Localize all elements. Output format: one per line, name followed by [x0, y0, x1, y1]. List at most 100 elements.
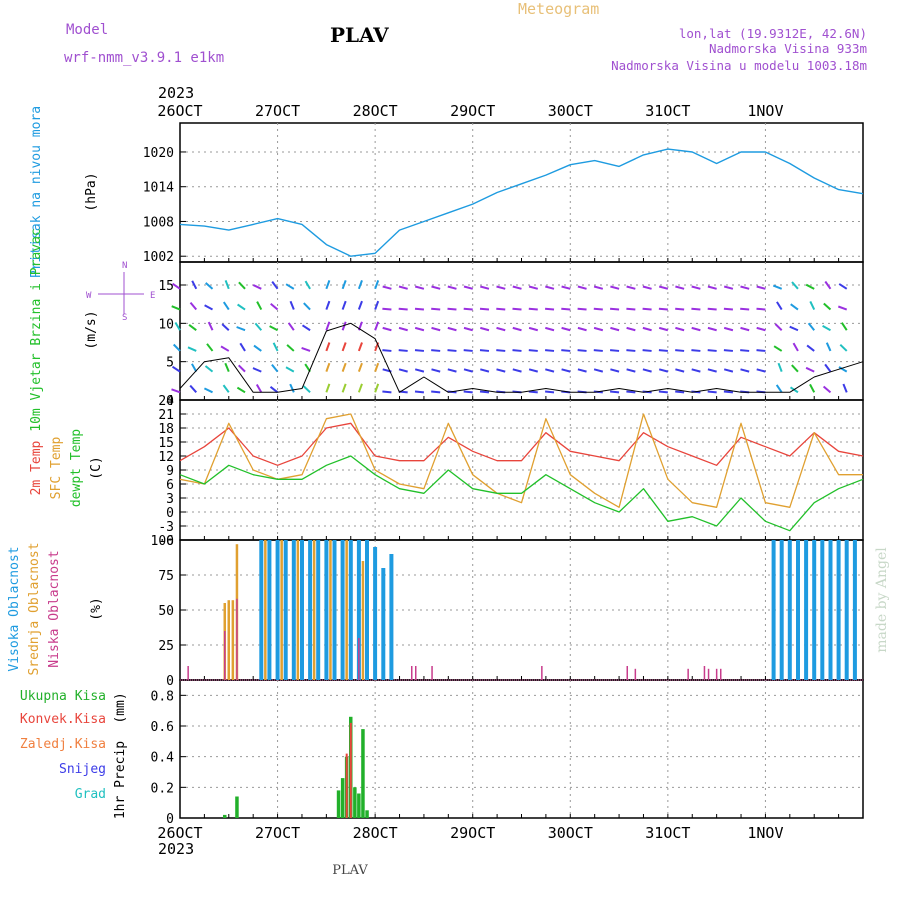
- wind-arrow: [723, 349, 733, 352]
- wind-arrow: [289, 383, 295, 393]
- wind-arrow: [341, 383, 347, 393]
- wind-arrow: [382, 285, 392, 290]
- wind-arrow: [593, 326, 604, 332]
- high-cloud-bar: [283, 540, 288, 680]
- wind-arrow: [822, 325, 831, 332]
- high-cloud-bar: [291, 540, 296, 680]
- wind-arrow: [304, 280, 311, 290]
- high-cloud-bar: [779, 540, 784, 680]
- wind-arrow: [577, 307, 587, 311]
- dewpoint-line: [179, 455, 864, 532]
- wind-arrow: [357, 342, 363, 352]
- high-cloud-bar: [820, 540, 825, 680]
- high-cloud-bar: [804, 540, 809, 680]
- wind-axis-label: 10m Vjetar Brzina i Pravac: [29, 228, 44, 432]
- y-tick-label: 5: [166, 356, 174, 371]
- wind-arrow: [189, 301, 198, 311]
- low-cloud-bar: [541, 666, 543, 680]
- high-cloud-bar: [348, 540, 353, 680]
- mid-cloud-bar: [329, 540, 332, 680]
- wind-arrow: [238, 281, 246, 290]
- station-title: PLAV: [330, 23, 389, 47]
- low-cloud-axis-label: Niska Oblacnost: [47, 550, 62, 667]
- wind-arrow: [740, 368, 750, 373]
- wind-arrow: [626, 349, 636, 352]
- meteogram-title: Meteogram: [518, 0, 599, 18]
- wind-arrow: [842, 383, 848, 393]
- wind-arrow: [809, 383, 816, 393]
- wind-arrow: [289, 300, 295, 310]
- wind-arrow: [610, 285, 620, 290]
- y-tick-label: -6: [158, 534, 174, 549]
- legend-snow: Snijeg: [59, 762, 106, 777]
- wind-arrow: [776, 301, 783, 311]
- low-cloud-bar: [626, 666, 628, 680]
- total-rain-bar: [336, 790, 341, 818]
- wind-arrow: [775, 384, 783, 393]
- pressure-unit: (hPa): [84, 172, 99, 211]
- footer-station: PLAV: [332, 863, 368, 878]
- wind-arrow: [675, 390, 685, 394]
- wind-arrow: [252, 284, 262, 290]
- wind-arrow: [805, 366, 815, 373]
- pressure-axis-label: Pritisak na nivou mora: [29, 106, 44, 278]
- convective-rain-bar: [349, 722, 352, 818]
- elevation-label: Nadmorska Visina 933m: [709, 41, 867, 56]
- wind-arrow: [463, 307, 473, 311]
- wind-arrow: [626, 307, 636, 311]
- wind-arrow: [610, 326, 620, 332]
- total-rain-bar: [235, 796, 239, 818]
- wind-arrow: [272, 342, 279, 352]
- mid-cloud-bar: [264, 540, 267, 680]
- wind-arrow: [740, 326, 750, 332]
- wind-arrow: [237, 303, 246, 311]
- low-cloud-bar: [358, 638, 360, 680]
- wind-arrow: [171, 388, 181, 394]
- wind-arrow: [610, 368, 620, 373]
- wind-arrow: [414, 326, 425, 332]
- wind-arrow: [838, 366, 848, 373]
- wind-arrow: [838, 283, 848, 290]
- total-rain-bar: [340, 778, 345, 818]
- y-tick-label: 0: [166, 506, 174, 521]
- wind-arrow: [398, 349, 408, 352]
- wind-arrow: [189, 384, 198, 394]
- date-tick-label-top: 30OCT: [548, 102, 593, 120]
- wind-arrow: [593, 349, 603, 352]
- high-cloud-bar: [373, 547, 378, 680]
- wind-arrow: [840, 322, 848, 331]
- wind-arrow: [398, 326, 408, 332]
- date-tick-label-top: 27OCT: [255, 102, 300, 120]
- low-cloud-bar: [687, 668, 689, 680]
- wind-arrow: [691, 307, 701, 311]
- wind-arrow: [463, 349, 473, 352]
- panel-frame: [179, 122, 864, 263]
- wind-arrow: [237, 364, 246, 373]
- wind-arrow: [545, 326, 555, 332]
- wind-arrow: [374, 362, 380, 372]
- wind-arrow: [479, 307, 490, 311]
- wind-arrow: [561, 285, 571, 290]
- wind-arrow: [707, 285, 717, 290]
- wind-arrow: [302, 385, 311, 394]
- y-tick-label: 75: [158, 569, 174, 584]
- total-rain-bar: [361, 729, 365, 818]
- wind-arrow: [431, 326, 441, 332]
- wind-arrow: [675, 349, 685, 352]
- wind-arrow: [691, 368, 701, 373]
- wind-arrow: [357, 300, 363, 310]
- wind-arrow: [593, 285, 604, 290]
- y-tick-label: 21: [158, 408, 174, 423]
- wind-arrow: [707, 368, 717, 373]
- date-tick-label-top: 29OCT: [450, 102, 495, 120]
- high-cloud-bar: [812, 540, 817, 680]
- total-rain-bar: [365, 810, 369, 818]
- model-name: wrf-nmm_v3.9.1 e1km: [64, 50, 224, 66]
- mid-cloud-bar: [231, 600, 235, 680]
- wind-arrow: [512, 307, 522, 311]
- high-cloud-bar: [389, 554, 394, 680]
- low-cloud-bar: [415, 666, 417, 680]
- wind-arrow: [341, 321, 347, 331]
- wind-arrow: [642, 285, 652, 290]
- wind-arrow: [593, 368, 604, 373]
